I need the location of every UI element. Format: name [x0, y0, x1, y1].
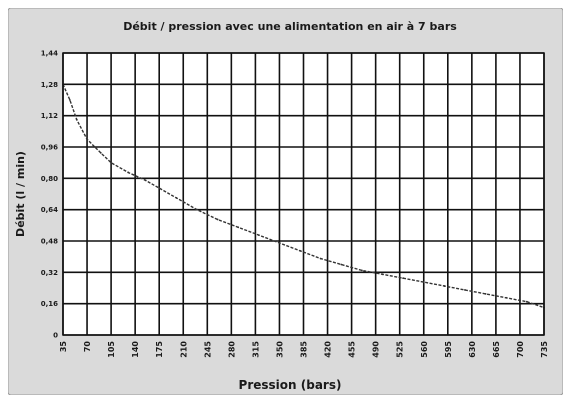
y-tick-label: 0,80 [41, 175, 58, 183]
x-tick-label: 735 [540, 341, 549, 358]
x-tick-label: 315 [251, 341, 260, 358]
chart: Débit / pression avec une alimentation e… [7, 7, 564, 396]
data-point [127, 171, 130, 174]
data-point [75, 118, 78, 121]
data-point [237, 226, 240, 229]
data-point [257, 234, 260, 237]
x-tick-label: 280 [227, 341, 236, 358]
x-tick-label: 70 [83, 341, 92, 353]
x-tick-label: 420 [324, 341, 333, 358]
x-tick-label: 455 [348, 341, 357, 358]
data-point [175, 197, 178, 199]
x-tick-label: 595 [444, 341, 453, 358]
y-tick-label: 1,28 [41, 81, 58, 89]
data-point [525, 300, 528, 303]
y-tick-label: 0 [53, 332, 58, 340]
y-tick-label: 0,32 [41, 269, 58, 277]
data-point [340, 263, 343, 266]
data-point [216, 218, 219, 221]
x-tick-label: 385 [300, 341, 309, 358]
data-point [196, 208, 198, 211]
y-tick-label: 0,96 [41, 144, 58, 152]
y-tick-label: 1,12 [41, 112, 58, 120]
y-tick-label: 0,16 [41, 300, 58, 308]
y-tick-label: 1,44 [41, 50, 58, 58]
data-point [484, 292, 487, 295]
data-point [99, 151, 102, 154]
data-point [402, 277, 405, 280]
data-point [158, 187, 161, 190]
data-point [299, 249, 301, 252]
data-point [68, 99, 71, 101]
data-point [278, 242, 281, 244]
grid [62, 52, 545, 336]
data-point [110, 161, 112, 164]
y-axis-tick-labels: 0 0,16 0,32 0,48 0,64 0,80 0,96 1,12 1,28 1,44 [41, 50, 58, 340]
chart-frame: Débit / pression avec une alimentation e… [7, 7, 564, 396]
y-tick-label: 0,64 [41, 206, 58, 214]
data-point [422, 281, 425, 284]
x-tick-label: 175 [155, 341, 164, 358]
data-point [319, 257, 322, 260]
data-point [505, 296, 508, 299]
data-point [361, 269, 363, 272]
chart-title: Débit / pression avec une alimentation e… [123, 20, 457, 33]
x-axis-label: Pression (bars) [239, 378, 342, 392]
x-tick-label: 525 [396, 341, 405, 358]
x-tick-label: 700 [516, 341, 525, 358]
y-axis-label: Débit (l / min) [14, 151, 27, 237]
data-point [144, 179, 147, 182]
x-tick-label: 210 [179, 341, 188, 358]
plot-border [62, 52, 545, 336]
x-tick-label: 245 [203, 341, 212, 358]
series-line [62, 84, 545, 309]
x-tick-label: 35 [59, 341, 68, 353]
x-tick-label: 350 [275, 341, 284, 358]
data-point [443, 285, 446, 287]
x-axis-tick-labels: 35 70 105 140 175 210 245 280 315 350 385 420 455 490… [59, 341, 549, 358]
x-tick-label: 140 [131, 341, 140, 358]
x-tick-label: 105 [107, 341, 116, 358]
y-tick-label: 0,48 [41, 238, 58, 246]
x-tick-label: 490 [372, 341, 381, 358]
x-tick-label: 665 [492, 341, 501, 358]
series-layer [62, 83, 545, 309]
x-tick-label: 560 [420, 341, 429, 358]
data-point [86, 138, 88, 141]
x-tick-label: 630 [468, 341, 477, 358]
data-point [464, 289, 466, 291]
data-point [381, 273, 384, 276]
